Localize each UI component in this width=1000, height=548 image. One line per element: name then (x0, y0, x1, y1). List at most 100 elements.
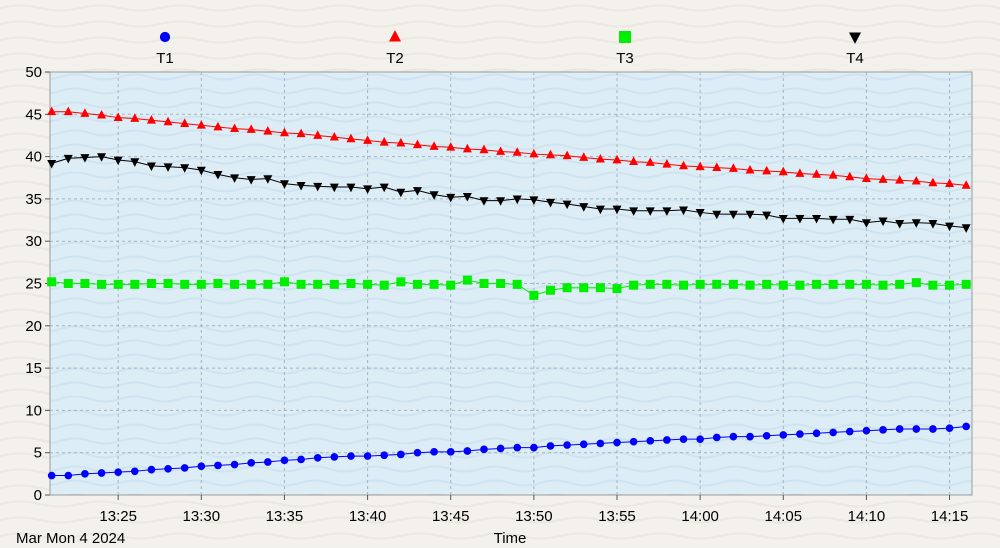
data-point-t3 (928, 280, 938, 290)
data-point-t1 (712, 433, 721, 442)
data-point-t4 (745, 210, 755, 220)
data-point-t3 (146, 279, 156, 288)
data-point-t4 (695, 209, 705, 218)
data-point-t4 (479, 197, 489, 206)
data-point-t2 (446, 142, 456, 151)
data-point-t2 (363, 135, 373, 144)
data-point-t2 (213, 121, 223, 131)
data-point-t1 (779, 431, 788, 439)
data-point-t2 (861, 173, 871, 182)
data-point-t3 (562, 283, 572, 293)
y-tick-label: 0 (34, 487, 42, 504)
data-point-t3 (845, 279, 855, 289)
data-point-t1 (64, 471, 73, 480)
data-point-t2 (462, 143, 472, 153)
data-point-t3 (595, 283, 605, 293)
x-tick-label: 13:55 (598, 508, 636, 525)
data-point-t1 (579, 440, 588, 449)
data-point-t4 (146, 162, 156, 172)
data-point-t3 (512, 279, 522, 289)
data-point-t1 (596, 439, 605, 448)
data-point-t1 (297, 455, 305, 464)
data-point-t1 (563, 441, 571, 449)
data-point-t2 (845, 171, 855, 181)
data-point-t1 (180, 464, 189, 472)
data-point-t1 (629, 437, 638, 446)
data-point-t1 (480, 445, 488, 454)
data-point-t4 (180, 164, 190, 173)
data-point-t2 (728, 163, 738, 172)
data-point-t1 (363, 452, 372, 460)
x-axis-title: Time (494, 530, 527, 547)
data-point-t3 (113, 279, 123, 289)
data-point-t2 (828, 170, 838, 179)
data-point-t2 (679, 160, 689, 170)
data-point-t1 (530, 443, 538, 452)
data-point-t4 (762, 211, 772, 221)
data-point-t1 (81, 470, 89, 478)
data-point-t1 (812, 429, 821, 438)
data-point-t4 (895, 220, 905, 229)
x-tick-label: 14:05 (765, 508, 803, 525)
data-point-t4 (496, 197, 506, 206)
x-axis-ticks: 13:25 13:30 13:35 13:40 13:45 13:50 13:55 14:00… (99, 495, 968, 525)
data-point-t1 (496, 444, 505, 453)
data-point-t4 (778, 214, 788, 224)
data-point-t2 (97, 109, 107, 119)
data-point-t2 (612, 154, 622, 164)
data-point-t2 (429, 141, 439, 150)
data-point-t1 (97, 469, 106, 477)
data-point-t2 (80, 108, 90, 117)
data-point-t3 (629, 280, 639, 290)
data-point-t2 (778, 166, 788, 176)
data-point-t1 (397, 450, 405, 459)
data-point-t1 (147, 465, 156, 474)
data-point-t2 (695, 161, 705, 171)
data-point-t2 (762, 165, 772, 175)
data-point-t1 (214, 461, 222, 470)
data-point-t4 (612, 205, 622, 215)
data-point-t1 (962, 422, 971, 431)
y-tick-label: 50 (25, 64, 42, 81)
data-point-t3 (795, 280, 805, 290)
data-point-t3 (429, 279, 439, 289)
data-point-t2 (329, 131, 339, 141)
data-point-t4 (163, 163, 173, 172)
data-point-t3 (296, 279, 306, 289)
legend-item-t3: T3 (616, 31, 634, 67)
data-point-t4 (97, 153, 107, 162)
data-point-t4 (296, 181, 306, 191)
data-point-t3 (196, 279, 206, 289)
data-point-t3 (63, 279, 73, 288)
data-point-t4 (878, 217, 888, 227)
legend: T1 T2 T3 T4 (156, 30, 864, 67)
data-point-t1 (247, 459, 256, 467)
data-point-t2 (579, 152, 589, 161)
y-tick-label: 45 (25, 106, 42, 123)
data-point-t3 (778, 280, 788, 290)
y-tick-label: 35 (25, 191, 42, 208)
series-layer (47, 106, 971, 480)
data-point-t3 (396, 277, 406, 287)
data-point-t2 (545, 149, 555, 159)
x-tick-label: 13:30 (183, 508, 221, 525)
data-point-t4 (313, 182, 323, 192)
data-point-t2 (296, 128, 306, 138)
data-point-t2 (130, 113, 140, 122)
data-point-t3 (828, 279, 838, 289)
y-axis-ticks: 0 5 10 15 20 25 30 35 40 45 50 (25, 64, 50, 504)
data-point-t3 (612, 284, 622, 294)
data-point-t1 (130, 467, 139, 476)
data-point-t1 (929, 425, 937, 433)
data-point-t1 (663, 436, 671, 444)
data-point-t4 (928, 220, 938, 229)
data-point-t3 (329, 279, 339, 289)
data-point-t1 (280, 456, 289, 465)
data-point-t4 (462, 192, 472, 202)
data-point-t3 (180, 279, 190, 289)
data-point-t3 (662, 279, 672, 289)
data-point-t3 (412, 279, 422, 289)
data-point-t1 (845, 427, 854, 436)
